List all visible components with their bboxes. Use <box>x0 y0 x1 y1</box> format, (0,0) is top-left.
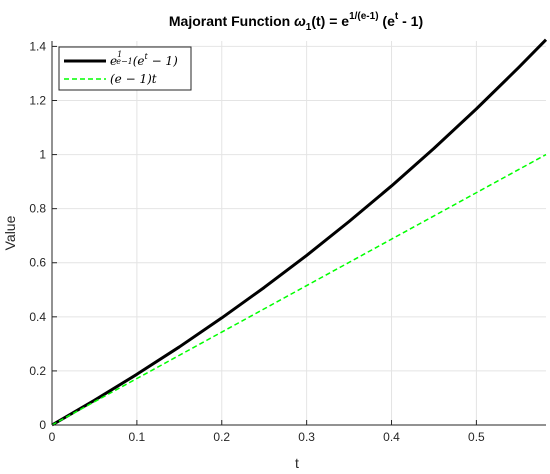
chart-title: Majorant Function ω1(t) = e1/(e-1) (et -… <box>169 11 423 33</box>
x-tick-label: 0.5 <box>468 430 485 444</box>
y-tick-label: 1 <box>39 148 46 162</box>
legend-box <box>58 46 192 91</box>
x-tick-label: 0.3 <box>298 430 315 444</box>
y-tick-label: 0.8 <box>29 202 46 216</box>
series-line-2 <box>51 153 547 426</box>
y-tick-label: 0 <box>39 418 46 432</box>
legend-label-series-2: (e − 1)t <box>110 72 157 86</box>
x-tick-label: 0 <box>49 430 56 444</box>
y-tick-label: 1.4 <box>29 39 46 53</box>
y-tick-label: 0.2 <box>29 364 46 378</box>
legend-label-series-1: e1 e−1(et − 1) <box>110 50 178 68</box>
plot-series <box>51 38 548 427</box>
x-tick-label: 0.2 <box>213 430 230 444</box>
legend: e1 e−1(et − 1) (e − 1)t <box>58 46 192 91</box>
series-line-1 <box>51 38 548 427</box>
y-tick-label: 0.4 <box>29 310 46 324</box>
x-tick-label: 0.4 <box>383 430 400 444</box>
tick-labels: 0 0.1 0.2 0.3 0.4 0.5 0 0.2 0.4 0.6 0.8 1 1.2 1.4 <box>29 39 485 444</box>
axes <box>51 41 546 426</box>
x-tick-label: 0.1 <box>129 430 146 444</box>
y-tick-label: 0.6 <box>29 256 46 270</box>
y-tick-label: 1.2 <box>29 93 46 107</box>
y-axis-label: Value <box>2 215 18 250</box>
grid <box>52 41 546 425</box>
x-axis-label: t <box>295 455 299 471</box>
